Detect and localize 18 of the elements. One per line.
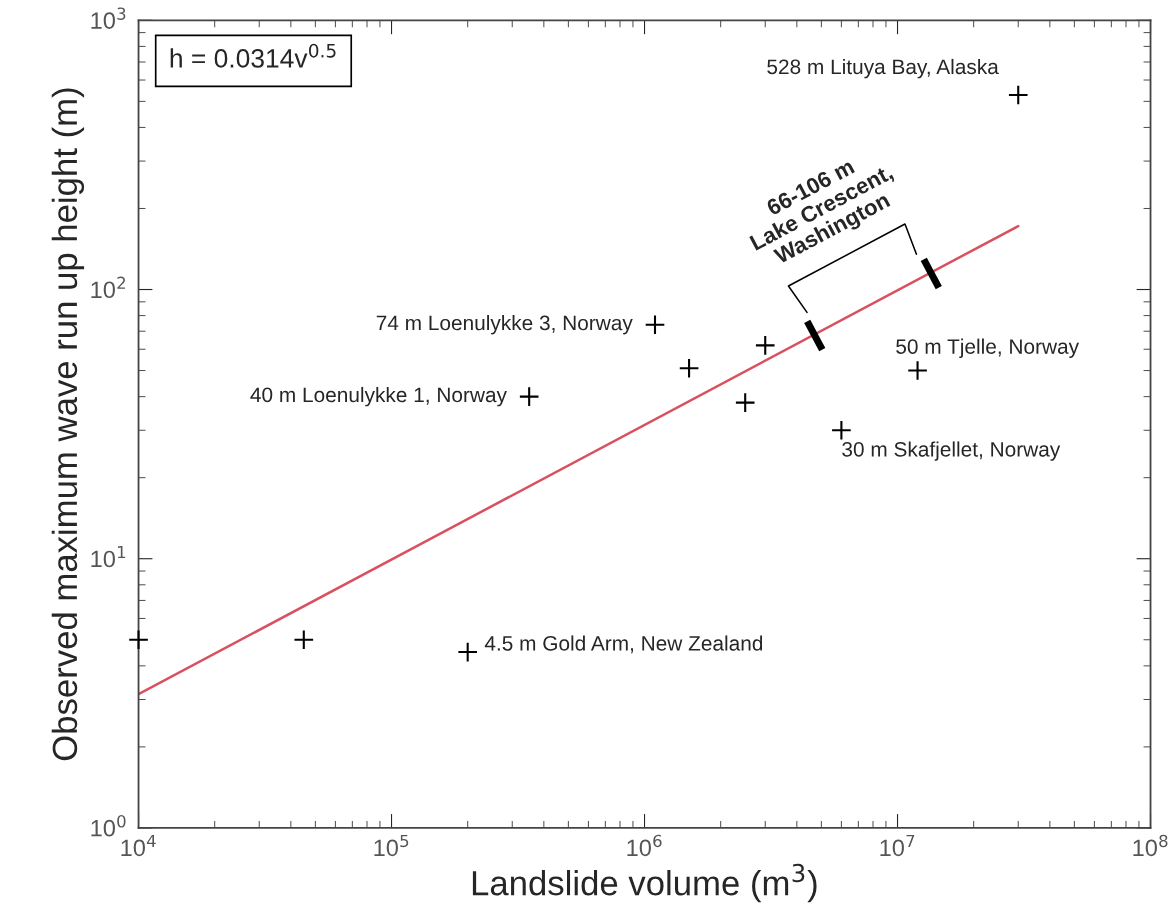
x-tick-label: 10$^{5}$ (374, 834, 409, 857)
y-tick-label: 10$^{2}$ (91, 276, 125, 299)
y-tick-label: 10$^{0}$ (91, 815, 126, 837)
annotation: h = 0.0314v$^{0.5}$ (170, 43, 336, 68)
x-tick-label: 10$^{6}$ (627, 834, 662, 857)
y-tick-label: 10$^{1}$ (91, 546, 126, 568)
annotation: 50 m Tjelle, Norway (896, 338, 1080, 359)
x-tick-label: 10$^{7}$ (880, 834, 915, 857)
y-tick-label: 10$^{3}$ (91, 7, 126, 29)
x-tick-label: 10$^{8}$ (1133, 834, 1168, 857)
x-tick-label: 10$^{4}$ (121, 834, 156, 857)
x-axis-title: Landslide volume (m$^{3}$) (472, 863, 817, 903)
annotation: 74 m Loenulykke 3, Norway (376, 315, 633, 335)
y-axis-title: Observed maximum wave run up height (m) (51, 88, 85, 761)
annotation: 40 m Loenulykke 1, Norway (250, 386, 507, 407)
annotation: 528 m Lituya Bay, Alaska (767, 58, 999, 79)
annotation: 4.5 m Gold Arm, New Zealand (484, 635, 763, 654)
annotation: 30 m Skafjellet, Norway (842, 441, 1061, 461)
